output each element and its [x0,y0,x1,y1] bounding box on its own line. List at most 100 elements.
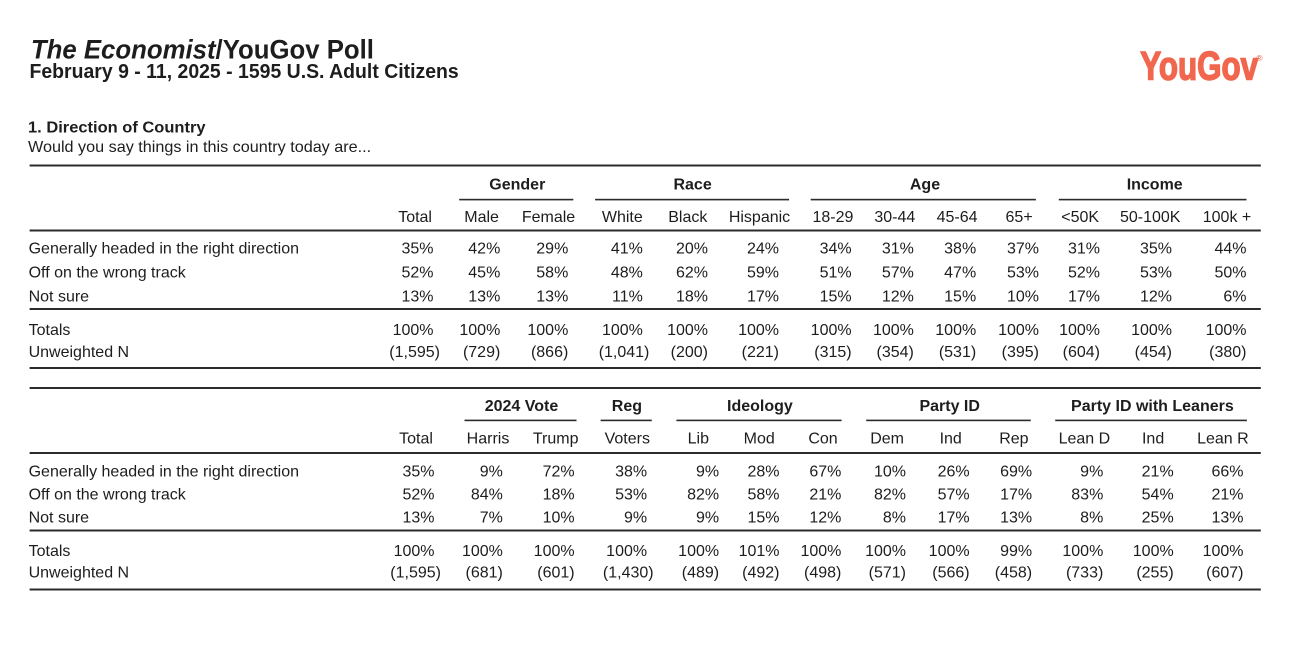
svg-text:Rep: Rep [999,430,1028,447]
svg-text:99%: 99% [1000,543,1032,560]
svg-text:10%: 10% [1007,288,1039,305]
svg-text:13%: 13% [401,288,433,305]
svg-text:9%: 9% [696,464,719,481]
svg-text:62%: 62% [676,264,708,281]
svg-text:100%: 100% [998,322,1039,339]
svg-text:(1,595): (1,595) [390,565,441,582]
svg-text:(221): (221) [742,344,779,361]
svg-text:100%: 100% [935,322,976,339]
svg-text:50%: 50% [1214,264,1246,281]
svg-text:(729): (729) [463,344,500,361]
svg-text:100%: 100% [534,543,575,560]
svg-text:100%: 100% [1203,543,1244,560]
svg-text:(607): (607) [1206,565,1243,582]
svg-text:White: White [602,209,643,226]
svg-text:53%: 53% [615,487,647,504]
svg-text:11%: 11% [612,288,643,305]
svg-text:Not sure: Not sure [29,510,90,527]
svg-text:58%: 58% [747,487,779,504]
svg-text:100%: 100% [393,322,434,339]
svg-text:®: ® [1256,53,1263,63]
svg-text:Lib: Lib [688,430,709,447]
svg-text:13%: 13% [536,288,568,305]
svg-text:24%: 24% [747,241,779,258]
svg-text:21%: 21% [809,487,841,504]
svg-text:Age: Age [910,177,940,194]
svg-text:83%: 83% [1071,487,1103,504]
svg-text:Dem: Dem [870,430,904,447]
svg-text:100%: 100% [811,322,852,339]
svg-text:100%: 100% [678,543,719,560]
svg-text:51%: 51% [820,264,852,281]
svg-text:13%: 13% [402,510,434,527]
svg-text:Lean R: Lean R [1197,430,1249,447]
svg-text:Voters: Voters [605,430,650,447]
svg-text:31%: 31% [882,241,914,258]
svg-text:Generally headed in the right: Generally headed in the right direction [29,241,299,258]
svg-text:41%: 41% [611,241,643,258]
svg-text:52%: 52% [402,487,434,504]
svg-text:53%: 53% [1140,264,1172,281]
svg-text:8%: 8% [883,510,906,527]
svg-text:82%: 82% [687,487,719,504]
svg-text:Reg: Reg [612,398,642,415]
svg-text:(566): (566) [932,565,969,582]
svg-text:9%: 9% [1080,464,1103,481]
svg-text:44%: 44% [1214,241,1246,258]
svg-text:100%: 100% [459,322,500,339]
svg-text:Harris: Harris [467,430,510,447]
svg-text:Lean D: Lean D [1059,430,1111,447]
svg-text:(489): (489) [682,565,719,582]
svg-text:(1,041): (1,041) [599,344,650,361]
svg-text:100%: 100% [865,543,906,560]
svg-text:100%: 100% [1062,543,1103,560]
svg-text:100%: 100% [606,543,647,560]
svg-text:12%: 12% [1140,288,1172,305]
svg-text:<50K: <50K [1061,209,1099,226]
svg-text:29%: 29% [536,241,568,258]
svg-text:12%: 12% [882,288,914,305]
svg-text:Unweighted N: Unweighted N [29,565,130,582]
svg-text:21%: 21% [1142,464,1174,481]
svg-text:100%: 100% [1133,543,1174,560]
svg-text:13%: 13% [468,288,500,305]
svg-text:February 9 - 11, 2025 - 1595 U: February 9 - 11, 2025 - 1595 U.S. Adult … [30,61,459,83]
svg-text:Party ID: Party ID [919,398,979,415]
svg-text:Mod: Mod [744,430,775,447]
svg-text:82%: 82% [874,487,906,504]
svg-text:100%: 100% [1206,322,1247,339]
svg-text:(733): (733) [1066,565,1103,582]
svg-text:26%: 26% [938,464,970,481]
svg-text:38%: 38% [944,241,976,258]
svg-text:Trump: Trump [533,430,579,447]
svg-text:100%: 100% [462,543,503,560]
svg-text:35%: 35% [402,464,434,481]
svg-text:30-44: 30-44 [874,209,915,226]
svg-text:13%: 13% [1000,510,1032,527]
svg-text:Not sure: Not sure [29,288,90,305]
svg-text:6%: 6% [1223,288,1246,305]
svg-text:38%: 38% [615,464,647,481]
svg-text:(681): (681) [466,565,503,582]
svg-text:52%: 52% [1068,264,1100,281]
svg-text:Off on the wrong track: Off on the wrong track [29,264,187,281]
svg-text:50-100K: 50-100K [1120,209,1181,226]
svg-text:(571): (571) [869,565,906,582]
svg-text:20%: 20% [676,241,708,258]
svg-text:100%: 100% [667,322,708,339]
svg-text:Female: Female [522,209,575,226]
svg-text:(458): (458) [995,565,1032,582]
svg-text:(601): (601) [537,565,574,582]
svg-text:37%: 37% [1007,241,1039,258]
svg-text:Hispanic: Hispanic [729,209,790,226]
svg-text:Off on the wrong track: Off on the wrong track [29,487,187,504]
svg-text:Total: Total [398,209,432,226]
svg-text:48%: 48% [611,264,643,281]
svg-text:8%: 8% [1080,510,1103,527]
svg-text:100k +: 100k + [1203,209,1251,226]
svg-text:59%: 59% [747,264,779,281]
svg-text:18%: 18% [543,487,575,504]
svg-text:10%: 10% [543,510,575,527]
svg-text:9%: 9% [624,510,647,527]
svg-text:100%: 100% [1059,322,1100,339]
